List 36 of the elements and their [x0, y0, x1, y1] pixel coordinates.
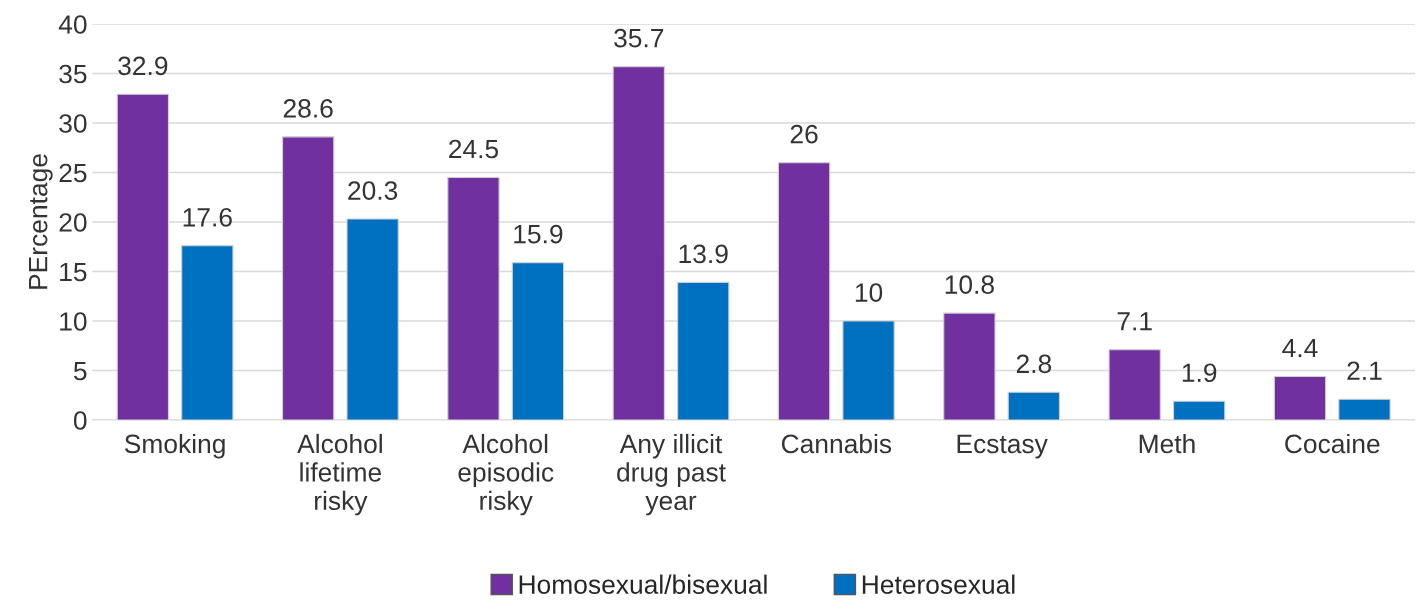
data-label: 1.9: [1182, 363, 1217, 383]
legend-label: Homosexual/bisexual: [519, 574, 767, 594]
data-label: 17.6: [183, 207, 232, 227]
data-label: 15.9: [514, 224, 563, 244]
data-label: 2.8: [1016, 354, 1052, 374]
data-label: 28.6: [283, 99, 333, 118]
x-tick-label: Any illicit drug past year: [617, 433, 726, 516]
x-tick-label: Alcohol lifetime risky: [297, 433, 382, 516]
y-tick-label: 35: [59, 64, 87, 84]
x-tick-label: Alcohol episodic risky: [458, 433, 554, 516]
data-label: 35.7: [614, 28, 664, 48]
y-tick-label: 10: [60, 312, 87, 331]
y-tick-label: 25: [59, 163, 87, 183]
y-tick-label: 30: [59, 114, 87, 133]
y-tick-label: 5: [73, 361, 87, 381]
data-label: 26: [790, 124, 818, 144]
x-tick-label: Meth: [1139, 433, 1195, 454]
data-label: 7.1: [1117, 312, 1152, 331]
y-tick-label: 15: [60, 262, 87, 282]
data-label: 13.9: [679, 244, 728, 264]
data-label: 2.1: [1347, 361, 1382, 380]
data-label: 20.3: [348, 181, 398, 200]
y-axis-title: PErcentage: [29, 154, 53, 289]
x-tick-label: Smoking: [124, 433, 225, 459]
legend-label: Heterosexual: [862, 574, 1015, 594]
data-label: 10.8: [945, 275, 994, 294]
x-tick-label: Ecstasy: [957, 434, 1048, 459]
data-label: 4.4: [1282, 338, 1318, 358]
y-tick-label: 0: [73, 411, 87, 430]
data-label: 24.5: [449, 139, 499, 159]
y-tick-label: 20: [59, 213, 87, 232]
data-label: 32.9: [118, 56, 168, 76]
data-label: 10: [855, 283, 883, 302]
x-tick-label: Cannabis: [781, 433, 892, 454]
x-tick-label: Cocaine: [1285, 433, 1380, 454]
y-tick-label: 40: [58, 15, 87, 34]
